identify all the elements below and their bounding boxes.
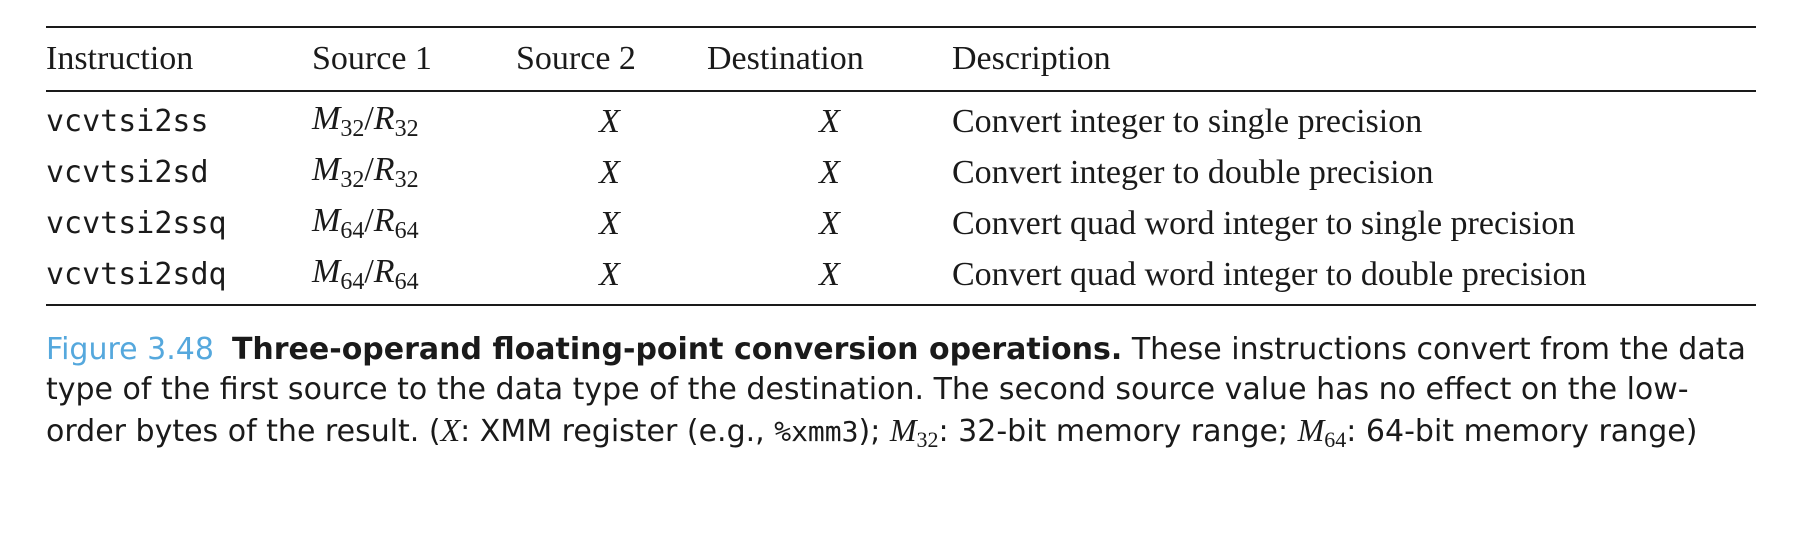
figure-3-48: Instruction Source 1 Source 2 Destinatio… bbox=[46, 26, 1756, 460]
table-row: vcvtsi2sdq M64/R64 X X Convert quad word… bbox=[46, 249, 1756, 305]
source1-m-sub: 32 bbox=[340, 116, 365, 142]
description-cell: Convert quad word integer to double prec… bbox=[952, 255, 1587, 293]
figure-title: Three-operand floating-point conversion … bbox=[231, 332, 1123, 367]
instruction-cell: vcvtsi2ssq bbox=[46, 206, 227, 241]
source1-m-sub: 64 bbox=[340, 269, 365, 295]
source1-r-sub: 64 bbox=[394, 269, 419, 295]
source1-r-sub: 32 bbox=[394, 167, 419, 193]
source1-r: R bbox=[373, 202, 395, 239]
source1-r-sub: 32 bbox=[394, 116, 419, 142]
caption-x-symbol: X bbox=[440, 412, 461, 448]
instruction-cell: vcvtsi2sd bbox=[46, 155, 209, 190]
caption-text: : XMM register (e.g., bbox=[460, 414, 775, 449]
caption-text: : 32-bit memory range; bbox=[938, 414, 1298, 449]
instruction-cell: vcvtsi2ss bbox=[46, 104, 209, 139]
destination-cell: X bbox=[819, 153, 840, 191]
header-instruction: Instruction bbox=[46, 40, 194, 77]
source1-m: M bbox=[312, 253, 341, 290]
caption-m64-sub: 64 bbox=[1324, 427, 1347, 452]
caption-text: ); bbox=[858, 414, 890, 449]
source1-r: R bbox=[373, 151, 395, 188]
source1-m: M bbox=[312, 100, 341, 137]
header-source1: Source 1 bbox=[312, 40, 432, 77]
destination-cell: X bbox=[819, 255, 840, 293]
source1-sep: / bbox=[364, 151, 374, 188]
source1-m: M bbox=[312, 202, 341, 239]
header-description: Description bbox=[952, 40, 1111, 77]
source1-sep: / bbox=[364, 202, 374, 239]
description-cell: Convert quad word integer to single prec… bbox=[952, 204, 1576, 242]
table-header-row: Instruction Source 1 Source 2 Destinatio… bbox=[46, 27, 1756, 91]
destination-cell: X bbox=[819, 102, 840, 140]
caption-text: These instructions convert from the data… bbox=[46, 332, 1746, 449]
caption-m32-symbol: M bbox=[889, 412, 917, 448]
description-cell: Convert integer to single precision bbox=[952, 102, 1423, 140]
caption-m64-symbol: M bbox=[1297, 412, 1325, 448]
source1-r: R bbox=[373, 100, 395, 137]
caption-register: %xmm3 bbox=[774, 415, 859, 448]
source1-r: R bbox=[373, 253, 395, 290]
source2-cell: X bbox=[599, 255, 620, 293]
caption-text: : 64-bit memory range) bbox=[1346, 414, 1698, 449]
figure-label: Figure 3.48 bbox=[46, 332, 214, 367]
source1-m-sub: 64 bbox=[340, 218, 365, 244]
source1-cell: M64/R64 bbox=[312, 249, 512, 305]
source1-cell: M32/R32 bbox=[312, 91, 512, 147]
conversion-operations-table: Instruction Source 1 Source 2 Destinatio… bbox=[46, 26, 1756, 306]
source1-sep: / bbox=[364, 253, 374, 290]
table-row: vcvtsi2ssq M64/R64 X X Convert quad word… bbox=[46, 198, 1756, 249]
description-cell: Convert integer to double precision bbox=[952, 153, 1434, 191]
source1-r-sub: 64 bbox=[394, 218, 419, 244]
source2-cell: X bbox=[599, 102, 620, 140]
source1-sep: / bbox=[364, 100, 374, 137]
table-row: vcvtsi2ss M32/R32 X X Convert integer to… bbox=[46, 91, 1756, 147]
source2-cell: X bbox=[599, 204, 620, 242]
figure-caption: Figure 3.48 Three-operand floating-point … bbox=[46, 330, 1766, 460]
header-source2: Source 2 bbox=[516, 40, 636, 77]
source1-m: M bbox=[312, 151, 341, 188]
source1-cell: M32/R32 bbox=[312, 147, 512, 198]
source2-cell: X bbox=[599, 153, 620, 191]
caption-m32-sub: 32 bbox=[916, 427, 939, 452]
destination-cell: X bbox=[819, 204, 840, 242]
table-row: vcvtsi2sd M32/R32 X X Convert integer to… bbox=[46, 147, 1756, 198]
instruction-cell: vcvtsi2sdq bbox=[46, 257, 227, 292]
header-destination: Destination bbox=[707, 40, 864, 77]
source1-m-sub: 32 bbox=[340, 167, 365, 193]
source1-cell: M64/R64 bbox=[312, 198, 512, 249]
